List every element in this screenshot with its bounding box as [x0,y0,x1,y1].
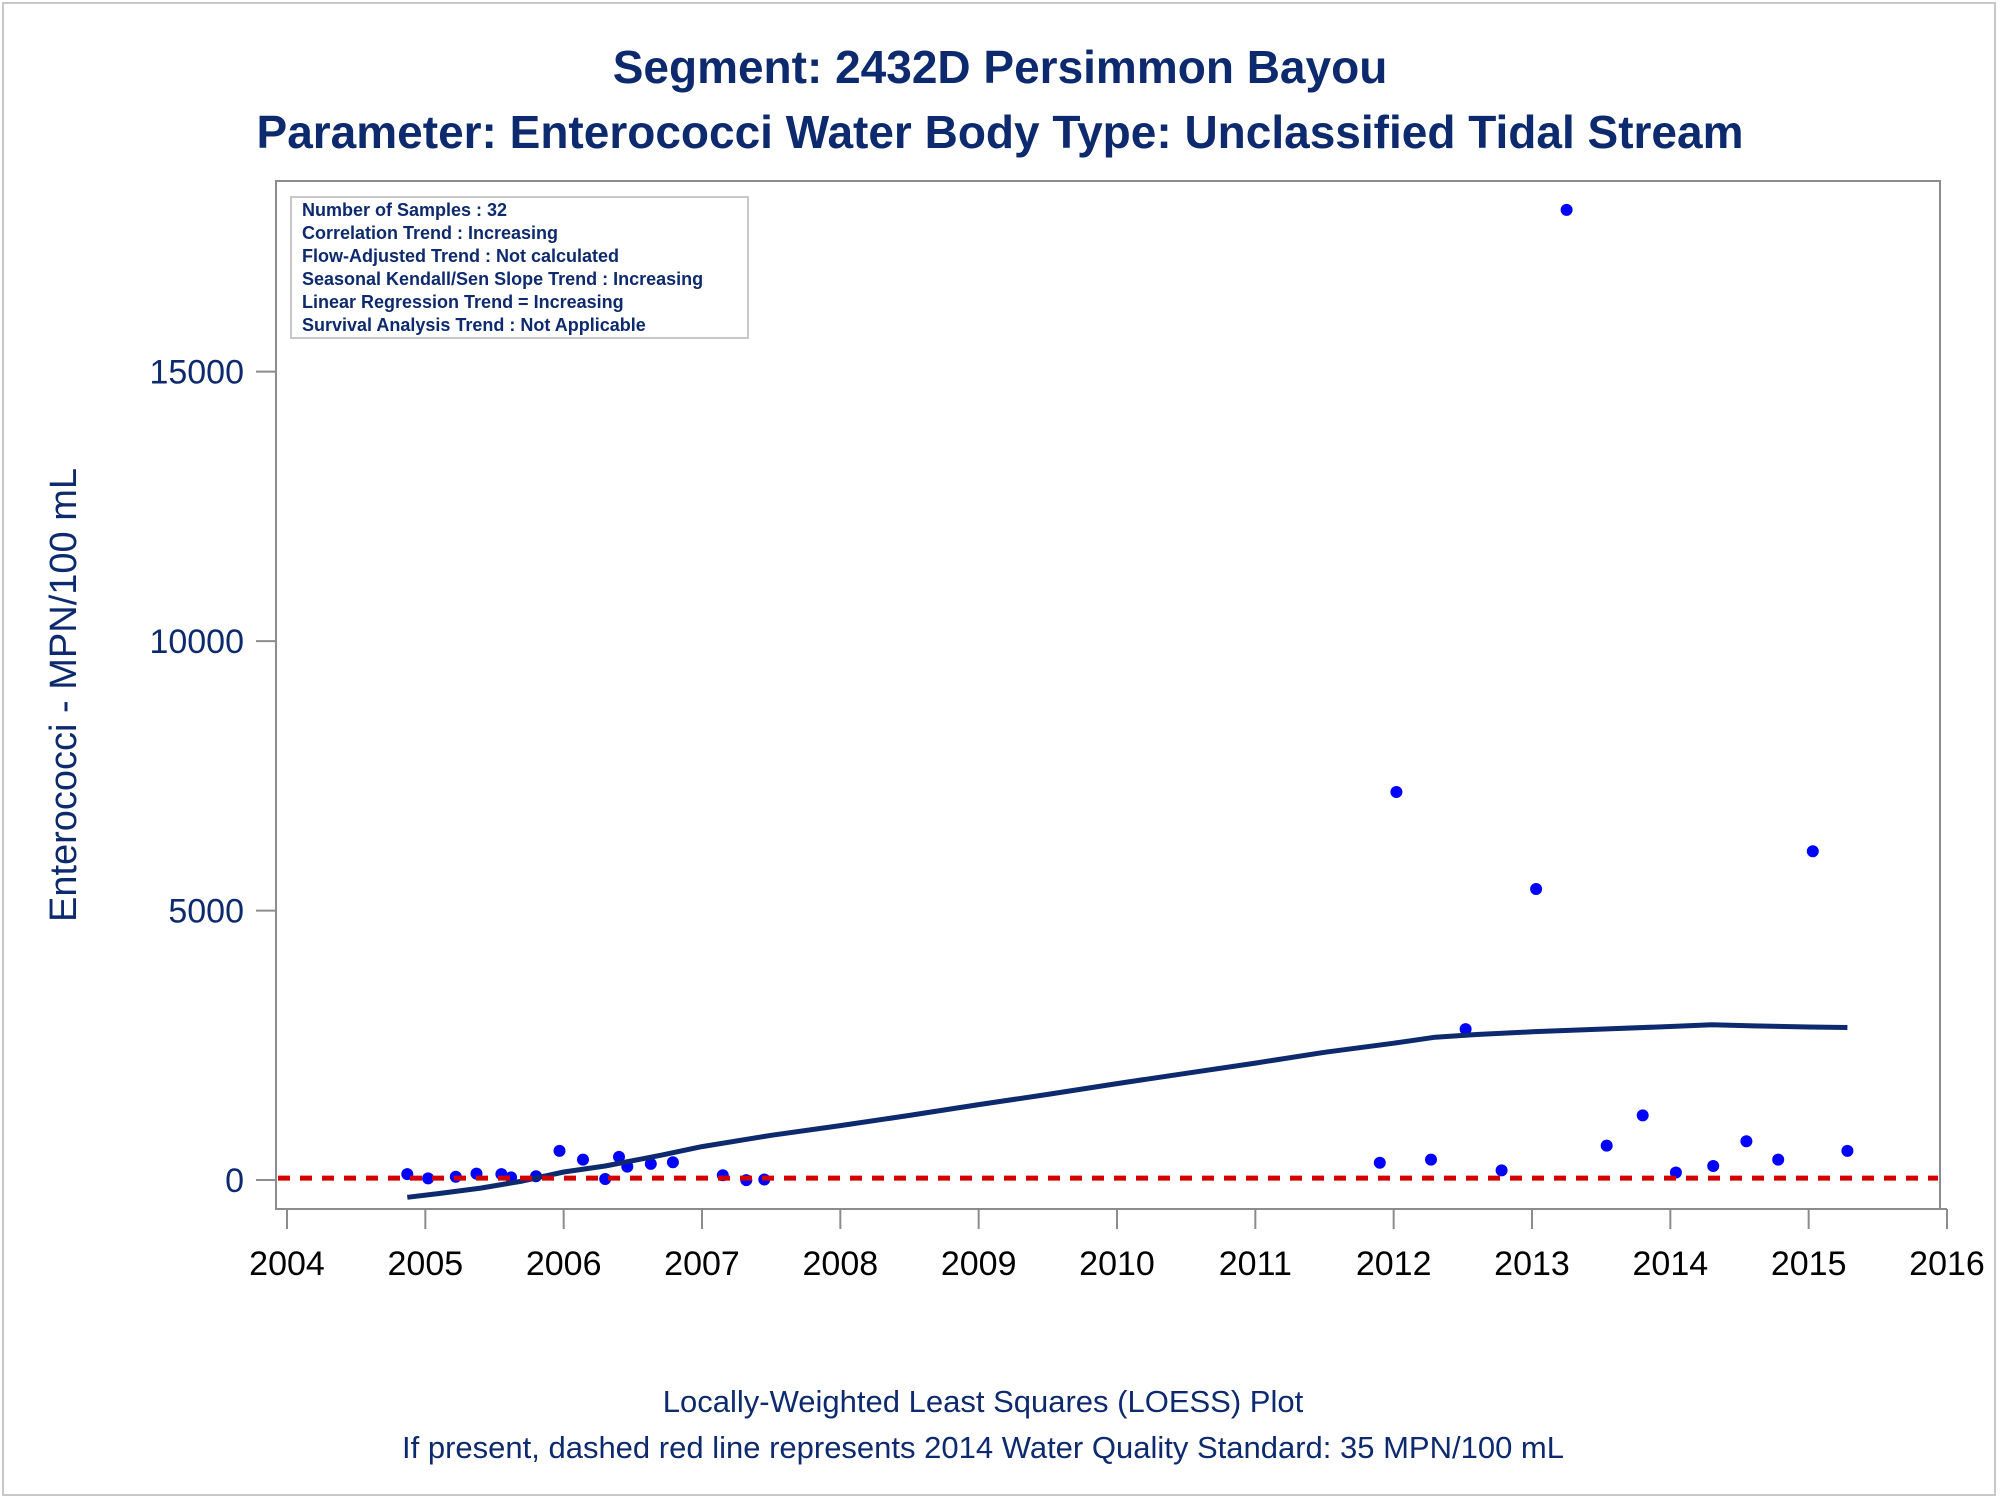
stats-line-samples: Number of Samples : 32 [302,200,507,220]
footer-line-2: If present, dashed red line represents 2… [402,1430,1564,1465]
x-tick-label: 2005 [388,1245,464,1283]
sample-point [644,1157,657,1170]
y-tick-label: 15000 [149,354,244,392]
stats-line-seasonal-kendall: Seasonal Kendall/Sen Slope Trend : Incre… [302,269,703,289]
x-tick-label: 2004 [249,1245,325,1283]
sample-point [1707,1160,1720,1172]
sample-point [1390,786,1403,798]
stats-line-linear-regression: Linear Regression Trend = Increasing [302,292,624,312]
sample-point [1373,1156,1386,1169]
y-tick-label: 0 [225,1162,244,1200]
footer-line-1: Locally-Weighted Least Squares (LOESS) P… [663,1384,1304,1419]
sample-point [422,1172,435,1185]
sample-point [1806,845,1819,858]
x-tick-label: 2016 [1909,1245,1985,1283]
stats-line-survival-analysis: Survival Analysis Trend : Not Applicable [302,315,646,335]
sample-point [1636,1109,1649,1122]
sample-point [1530,883,1543,895]
chart-subtitle: Parameter: Enterococci Water Body Type: … [257,106,1744,158]
stats-box-border [290,196,749,339]
sample-point [666,1156,679,1169]
sample-point [1425,1153,1437,1166]
y-tick-label: 10000 [149,623,244,661]
stats-box: Number of Samples : 32 Correlation Trend… [290,196,749,339]
series-layer [278,203,1938,1200]
x-tick-label: 2010 [1079,1245,1155,1283]
sample-point [613,1150,625,1163]
x-tick-label: 2009 [941,1245,1017,1283]
x-axis: 2004 2005 2006 2007 2008 2009 2010 2011 2012 2013… [249,1208,1985,1283]
y-axis-label: Enterococci - MPN/100 mL [43,468,85,922]
stats-line-correlation: Correlation Trend : Increasing [302,223,558,243]
sample-point [1600,1139,1613,1152]
y-axis: 0 5000 10000 15000 [149,354,276,1200]
sample-point [553,1144,566,1157]
x-tick-label: 2013 [1494,1245,1570,1283]
sample-point [1841,1144,1854,1157]
sample-point [1459,1023,1472,1036]
x-tick-label: 2015 [1771,1245,1847,1283]
x-tick-label: 2014 [1633,1245,1709,1283]
plot-area [275,180,1941,1210]
sample-point [1669,1166,1682,1179]
y-tick-label: 5000 [168,893,244,931]
x-tick-label: 2007 [664,1245,740,1283]
x-tick-label: 2008 [803,1245,879,1283]
sample-point [1560,203,1573,216]
sample-point [1772,1153,1785,1166]
chart-title: Segment: 2432D Persimmon Bayou [613,41,1388,93]
sample-point [1740,1135,1753,1148]
x-tick-label: 2012 [1356,1245,1432,1283]
x-tick-label: 2006 [526,1245,602,1283]
x-tick-label: 2011 [1219,1245,1292,1283]
sample-point [577,1153,589,1166]
loess-line [407,1022,1848,1200]
sample-point [1495,1164,1508,1177]
stats-line-flow-adjusted: Flow-Adjusted Trend : Not calculated [302,246,619,266]
